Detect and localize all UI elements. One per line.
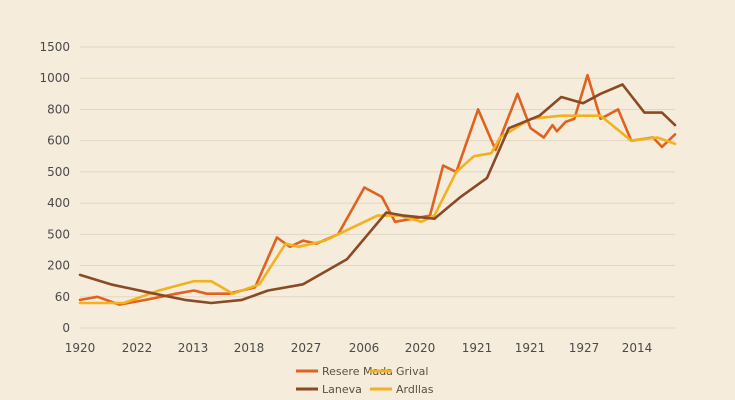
x-tick-label: 1927 <box>569 341 600 355</box>
series-line-2 <box>78 83 677 305</box>
legend-label: Resere Mada <box>322 365 393 378</box>
legend-label: Laneva <box>322 383 362 396</box>
y-tick-label: 800 <box>47 102 70 116</box>
y-tick-label: 400 <box>47 196 70 210</box>
series-lines <box>78 73 677 306</box>
x-tick-label: 2014 <box>622 341 653 355</box>
series-line-0 <box>78 73 677 306</box>
y-tick-label: 200 <box>47 259 70 273</box>
x-tick-label: 2018 <box>234 341 265 355</box>
y-tick-label: 500 <box>47 227 70 241</box>
y-tick-label: 600 <box>47 134 70 148</box>
x-tick-label: 2006 <box>349 341 380 355</box>
legend: Resere Mada Grival Laneva Ardllas <box>296 365 434 396</box>
y-tick-label: 60 <box>55 290 70 304</box>
y-axis-ticks: 0 60 200 500 400 500 600 800 1000 1500 <box>39 40 70 335</box>
y-tick-label: 1500 <box>39 40 70 54</box>
legend-label: Ardllas <box>396 383 434 396</box>
x-tick-label: 1920 <box>65 341 96 355</box>
x-tick-label: 1921 <box>515 341 546 355</box>
x-tick-label: 2022 <box>122 341 153 355</box>
legend-label: Grival <box>396 365 428 378</box>
y-tick-label: 500 <box>47 165 70 179</box>
gridlines <box>80 46 675 329</box>
x-tick-label: 1921 <box>462 341 493 355</box>
x-tick-label: 2027 <box>291 341 322 355</box>
x-tick-label: 2013 <box>178 341 209 355</box>
series-line-1 <box>78 114 677 305</box>
x-tick-label: 2020 <box>405 341 436 355</box>
y-tick-label: 1000 <box>39 71 70 85</box>
x-axis-ticks: 1920 2022 2013 2018 2027 2006 2020 1921 1921 1927… <box>65 341 653 355</box>
y-tick-label: 0 <box>62 321 70 335</box>
